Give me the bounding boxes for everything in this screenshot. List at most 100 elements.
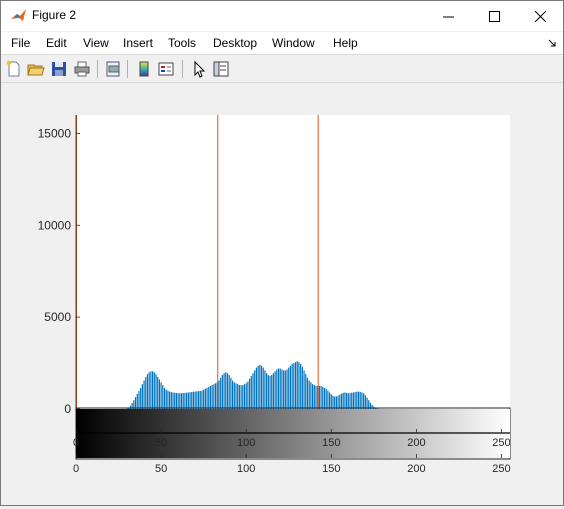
histogram-bar [329,392,330,409]
maximize-button[interactable] [471,1,517,31]
histogram-bar [218,381,219,409]
menu-edit[interactable]: Edit [46,36,67,50]
histogram-bar [310,382,311,409]
title-bar[interactable]: Figure 2 [1,1,563,31]
histogram-bar [344,392,345,409]
insert-colorbar-icon[interactable] [135,60,153,78]
histogram-bar [174,393,175,409]
histogram-bar [365,395,366,409]
axes-background [76,115,510,409]
histogram-bar [309,381,310,409]
histogram-bar [303,370,304,409]
histogram-bar [241,385,242,409]
histogram-bar [140,388,141,409]
histogram-bar [292,364,293,409]
print-preview-icon[interactable] [104,60,122,78]
print-icon[interactable] [73,60,91,78]
histogram-bar [300,364,301,409]
colorbar-tick-label: 250 [492,437,510,449]
histogram-bar [198,391,199,409]
maximize-icon [489,11,500,22]
property-inspector-icon[interactable] [212,60,230,78]
histogram-bar [184,393,185,409]
histogram-bar [147,374,148,409]
histogram-bar [229,375,230,409]
histogram-bar [157,377,158,409]
histogram-bar [172,392,173,409]
menu-help[interactable]: Help [333,36,358,50]
histogram-bar [169,392,170,409]
histogram-bar [259,365,260,409]
histogram-bar [348,393,349,409]
histogram-bar [302,367,303,409]
menu-desktop[interactable]: Desktop [213,36,257,50]
menu-file[interactable]: File [11,36,30,50]
histogram-bar [297,361,298,409]
insert-legend-icon[interactable] [157,60,175,78]
histogram-bar [246,383,247,409]
histogram-bar [155,374,156,409]
minimize-button[interactable] [425,1,471,31]
histogram-bar [268,375,269,409]
open-file-icon[interactable] [27,60,45,78]
close-button[interactable] [517,1,563,31]
colorbar-gradient-top [76,409,510,433]
histogram-bar [227,373,228,409]
histogram-bar [154,372,155,409]
menu-tools[interactable]: Tools [168,36,196,50]
dock-arrow-icon[interactable] [548,39,557,48]
close-icon [535,11,546,22]
histogram-bar [222,375,223,409]
histogram-bar [137,394,138,409]
histogram-bar [361,392,362,409]
y-tick-label: 10000 [38,218,72,232]
colorbar-tick-label: 150 [322,437,340,449]
histogram-bar [293,363,294,409]
x-tick-label: 150 [322,463,340,475]
histogram-bar [191,392,192,409]
histogram-bar [312,384,313,409]
save-icon[interactable] [50,60,68,78]
histogram-bar [235,383,236,409]
x-tick-label: 50 [155,463,167,475]
histogram-bar [271,375,272,409]
menu-window[interactable]: Window [272,36,315,50]
histogram-bar [206,388,207,409]
histogram-bar [249,379,250,409]
histogram-bar [276,369,277,409]
histogram-bar [167,391,168,409]
histogram-bar [281,369,282,409]
histogram-bar [295,362,296,409]
histogram-bar [220,378,221,409]
menu-view[interactable]: View [83,36,109,50]
histogram-bar [258,366,259,409]
histogram-bar [320,386,321,409]
histogram-bar [251,376,252,409]
histogram-bar [351,393,352,409]
colorbar-tick-label: 100 [237,437,255,449]
y-tick-label: 15000 [38,126,72,140]
new-figure-icon[interactable] [5,60,23,78]
menu-insert[interactable]: Insert [123,36,153,50]
histogram-bar [285,370,286,409]
histogram-bar [288,368,289,409]
histogram-bar [366,398,367,409]
histogram-bar [252,373,253,409]
histogram-bar [327,391,328,409]
histogram-bar [356,392,357,409]
colorbar-tick-label: 0 [73,437,79,449]
x-tick-label: 100 [237,463,255,475]
minimize-icon [443,11,454,22]
histogram-bar [215,383,216,409]
histogram-bar [171,392,172,409]
edit-plot-arrow-icon[interactable] [190,60,208,78]
histogram-bar [196,391,197,409]
histogram-bar [130,406,131,409]
histogram-bar [278,369,279,409]
histogram-bar [203,390,204,409]
histogram-bar [346,393,347,409]
